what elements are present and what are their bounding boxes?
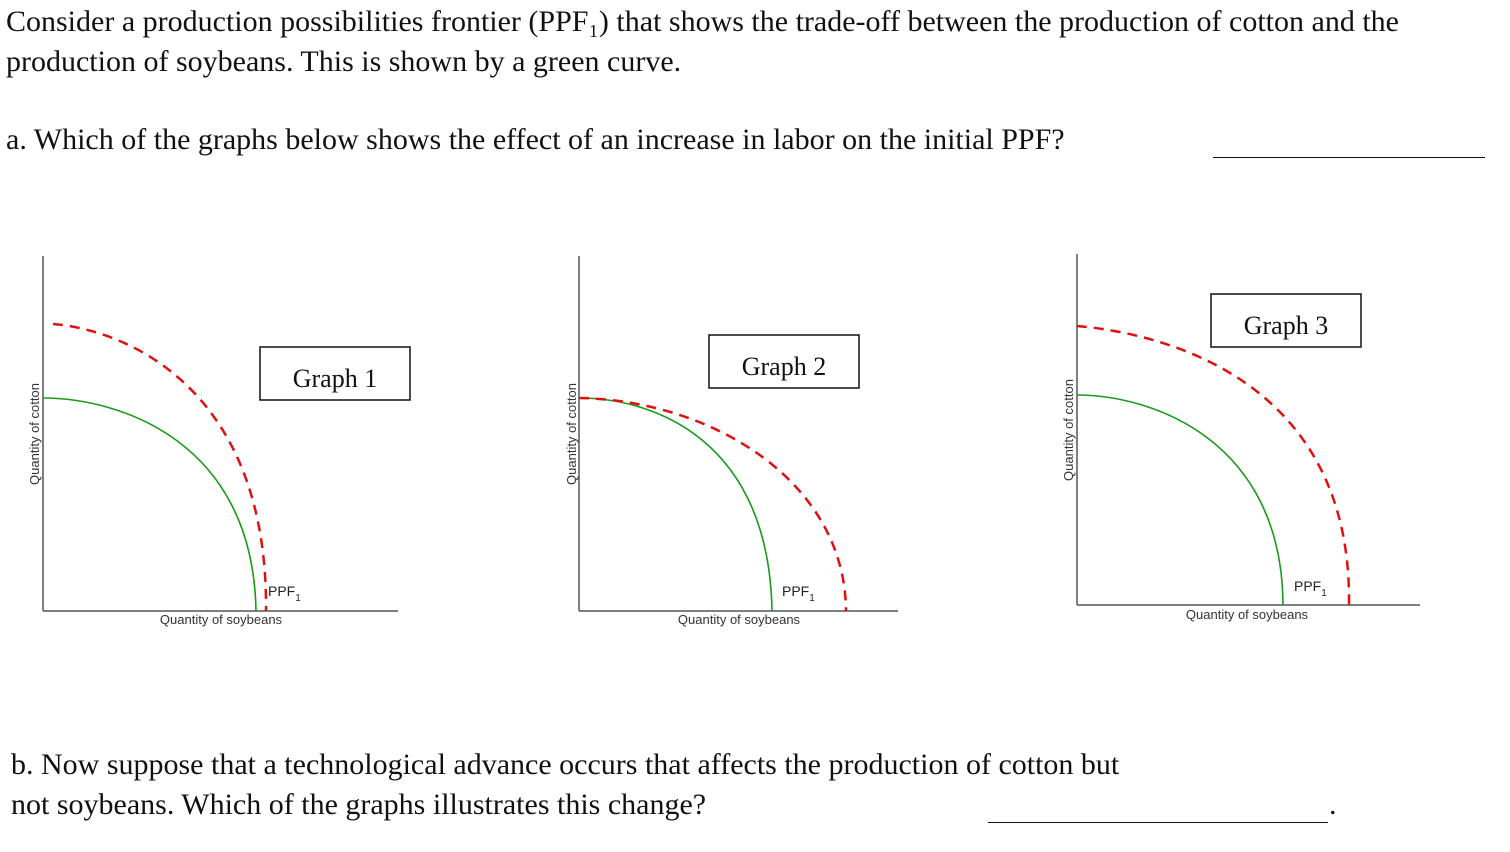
graph-2: Graph 2 Quantity of cotton Quantity of s… bbox=[564, 256, 898, 627]
graph-1: Graph 1 Quantity of cotton Quantity of s… bbox=[27, 256, 411, 627]
graph-1-initial-ppf-curve bbox=[42, 397, 257, 612]
graph-3-shifted-ppf-curve bbox=[1076, 324, 1351, 606]
graph-3-initial-ppf-curve bbox=[1076, 394, 1284, 606]
question-a: a. Which of the graphs below shows the e… bbox=[6, 123, 1065, 156]
graph-2-ppf-label: PPF1 bbox=[782, 583, 815, 604]
graph-2-y-axis-label: Quantity of cotton bbox=[564, 383, 579, 485]
graph-1-y-axis-label: Quantity of cotton bbox=[27, 383, 42, 485]
question-b-period: . bbox=[1329, 788, 1337, 821]
graph-1-x-axis-label: Quantity of soybeans bbox=[160, 612, 283, 627]
graph-2-title-box bbox=[708, 334, 860, 389]
graph-3: Graph 3 Quantity of cotton Quantity of s… bbox=[1061, 254, 1420, 622]
graph-2-shifted-ppf-curve bbox=[578, 396, 848, 612]
answer-blank-a[interactable] bbox=[1213, 157, 1485, 158]
graph-1-ppf-label: PPF1 bbox=[268, 583, 301, 604]
graph-3-x-axis-label: Quantity of soybeans bbox=[1186, 607, 1309, 622]
graph-2-x-axis-label: Quantity of soybeans bbox=[678, 612, 801, 627]
graph-3-y-axis-label: Quantity of cotton bbox=[1061, 379, 1076, 481]
answer-blank-b[interactable] bbox=[988, 822, 1328, 823]
graph-2-title: Graph 2 bbox=[742, 352, 826, 381]
intro-text: Consider a production possibilities fron… bbox=[6, 5, 1399, 78]
graph-3-ppf-label: PPF1 bbox=[1294, 578, 1327, 599]
graph-3-title: Graph 3 bbox=[1244, 311, 1328, 340]
graph-2-initial-ppf-curve bbox=[578, 397, 773, 612]
question-b: b. Now suppose that a technological adva… bbox=[11, 748, 1120, 821]
graph-1-title-box bbox=[259, 346, 411, 401]
graph-3-title-box bbox=[1210, 293, 1362, 348]
graph-1-title: Graph 1 bbox=[293, 364, 377, 393]
graph-1-shifted-ppf-curve bbox=[52, 322, 268, 612]
